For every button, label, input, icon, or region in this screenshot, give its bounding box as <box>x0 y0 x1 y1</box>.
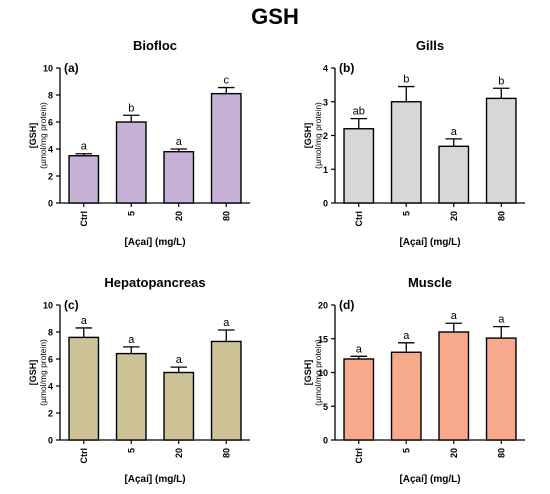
bar-Ctrl <box>343 358 375 441</box>
significance-letter: a <box>451 310 458 322</box>
bar-Ctrl <box>343 128 375 204</box>
x-tick-label: 5 <box>126 211 136 216</box>
y-axis-label: [GSH] <box>303 360 313 386</box>
panel-label: (c) <box>64 298 79 312</box>
x-tick-label: 80 <box>221 448 231 458</box>
y-axis-label: [GSH] <box>303 123 313 149</box>
panel-muscle: Muscle (d) 0 5 10 15 20 [GSH] (µmol/mg protein) a… <box>303 275 525 485</box>
significance-letter: ab <box>353 106 365 118</box>
bar-20 <box>163 150 195 204</box>
y-tick-label: 15 <box>318 334 328 344</box>
x-tick-label: 80 <box>221 211 231 221</box>
y-tick-label: 4 <box>48 382 53 392</box>
bar-Ctrl <box>68 155 100 204</box>
y-tick-label: 6 <box>48 355 53 365</box>
figure-title: GSH <box>251 4 299 29</box>
y-tick-label: 10 <box>43 64 53 74</box>
x-tick-label: 5 <box>401 448 411 453</box>
x-axis-label: [Açaí] (mg/L) <box>399 237 460 248</box>
y-tick-label: 1 <box>323 165 328 175</box>
significance-letter: a <box>128 334 135 346</box>
y-tick-label: 2 <box>48 172 53 182</box>
panel-title: Gills <box>416 38 444 53</box>
y-tick-label: 4 <box>48 145 53 155</box>
y-tick-label: 0 <box>48 436 53 446</box>
x-tick-label: 20 <box>449 448 459 458</box>
bar-Ctrl <box>68 336 100 441</box>
bar-5 <box>390 351 422 441</box>
x-axis-label: [Açaí] (mg/L) <box>124 474 185 485</box>
significance-letter: a <box>498 314 505 326</box>
bar-20 <box>438 145 470 204</box>
significance-letter: a <box>223 317 230 329</box>
significance-letter: b <box>403 74 409 86</box>
y-tick-label: 0 <box>48 199 53 209</box>
x-axis-label: [Açaí] (mg/L) <box>399 474 460 485</box>
x-tick-label: Ctrl <box>79 211 89 227</box>
y-tick-label: 3 <box>323 97 328 107</box>
bar-5 <box>115 352 147 441</box>
x-tick-label: 20 <box>449 211 459 221</box>
x-tick-label: 5 <box>401 211 411 216</box>
x-tick-label: Ctrl <box>354 448 364 464</box>
significance-letter: a <box>81 315 88 327</box>
y-tick-label: 8 <box>48 328 53 338</box>
x-tick-label: 80 <box>496 448 506 458</box>
bar-20 <box>163 371 195 441</box>
x-tick-label: 80 <box>496 211 506 221</box>
x-axis-label: [Açaí] (mg/L) <box>124 237 185 248</box>
bar-5 <box>390 101 422 204</box>
y-axis-unit: (µmol/mg protein) <box>38 102 48 169</box>
significance-letter: a <box>176 136 183 148</box>
y-tick-label: 20 <box>318 301 328 311</box>
y-tick-label: 0 <box>323 199 328 209</box>
panel-title: Muscle <box>408 275 452 290</box>
y-axis-label: [GSH] <box>28 123 38 149</box>
panel-label: (b) <box>339 61 354 75</box>
significance-letter: a <box>176 354 183 366</box>
bar-80 <box>485 337 517 441</box>
y-axis-label: [GSH] <box>28 360 38 386</box>
significance-letter: c <box>224 75 230 87</box>
bar-80 <box>210 92 242 204</box>
x-tick-label: Ctrl <box>79 448 89 464</box>
y-axis-unit: (µmol/mg protein) <box>313 339 323 406</box>
y-axis-unit: (µmol/mg protein) <box>313 102 323 169</box>
significance-letter: a <box>81 141 88 153</box>
y-tick-label: 0 <box>323 436 328 446</box>
y-tick-label: 2 <box>323 131 328 141</box>
y-tick-label: 10 <box>43 301 53 311</box>
y-tick-label: 10 <box>318 368 328 378</box>
panel-title: Biofloc <box>133 38 177 53</box>
significance-letter: b <box>498 75 504 87</box>
bar-5 <box>115 121 147 204</box>
significance-letter: b <box>128 102 134 114</box>
significance-letter: a <box>356 343 363 355</box>
x-tick-label: 20 <box>174 211 184 221</box>
significance-letter: a <box>451 126 458 138</box>
panel-hepatopancreas: Hepatopancreas (c) 0 2 4 6 8 10 [GSH] (µmol/mg pr… <box>28 275 250 485</box>
panel-title: Hepatopancreas <box>104 275 205 290</box>
panel-biofloc: Biofloc (a) 0 2 4 6 8 10 [GSH] (µmol/mg protein) a… <box>28 38 250 248</box>
bar-80 <box>485 97 517 204</box>
y-tick-label: 4 <box>323 64 328 74</box>
y-tick-label: 6 <box>48 118 53 128</box>
x-tick-label: 5 <box>126 448 136 453</box>
y-axis-unit: (µmol/mg protein) <box>38 339 48 406</box>
panel-label: (a) <box>64 61 79 75</box>
y-tick-label: 5 <box>323 402 328 412</box>
significance-letter: a <box>403 330 410 342</box>
bar-20 <box>438 331 470 441</box>
y-tick-label: 8 <box>48 91 53 101</box>
panel-label: (d) <box>339 298 354 312</box>
x-tick-label: 20 <box>174 448 184 458</box>
bar-80 <box>210 340 242 441</box>
y-tick-label: 2 <box>48 409 53 419</box>
x-tick-label: Ctrl <box>354 211 364 227</box>
